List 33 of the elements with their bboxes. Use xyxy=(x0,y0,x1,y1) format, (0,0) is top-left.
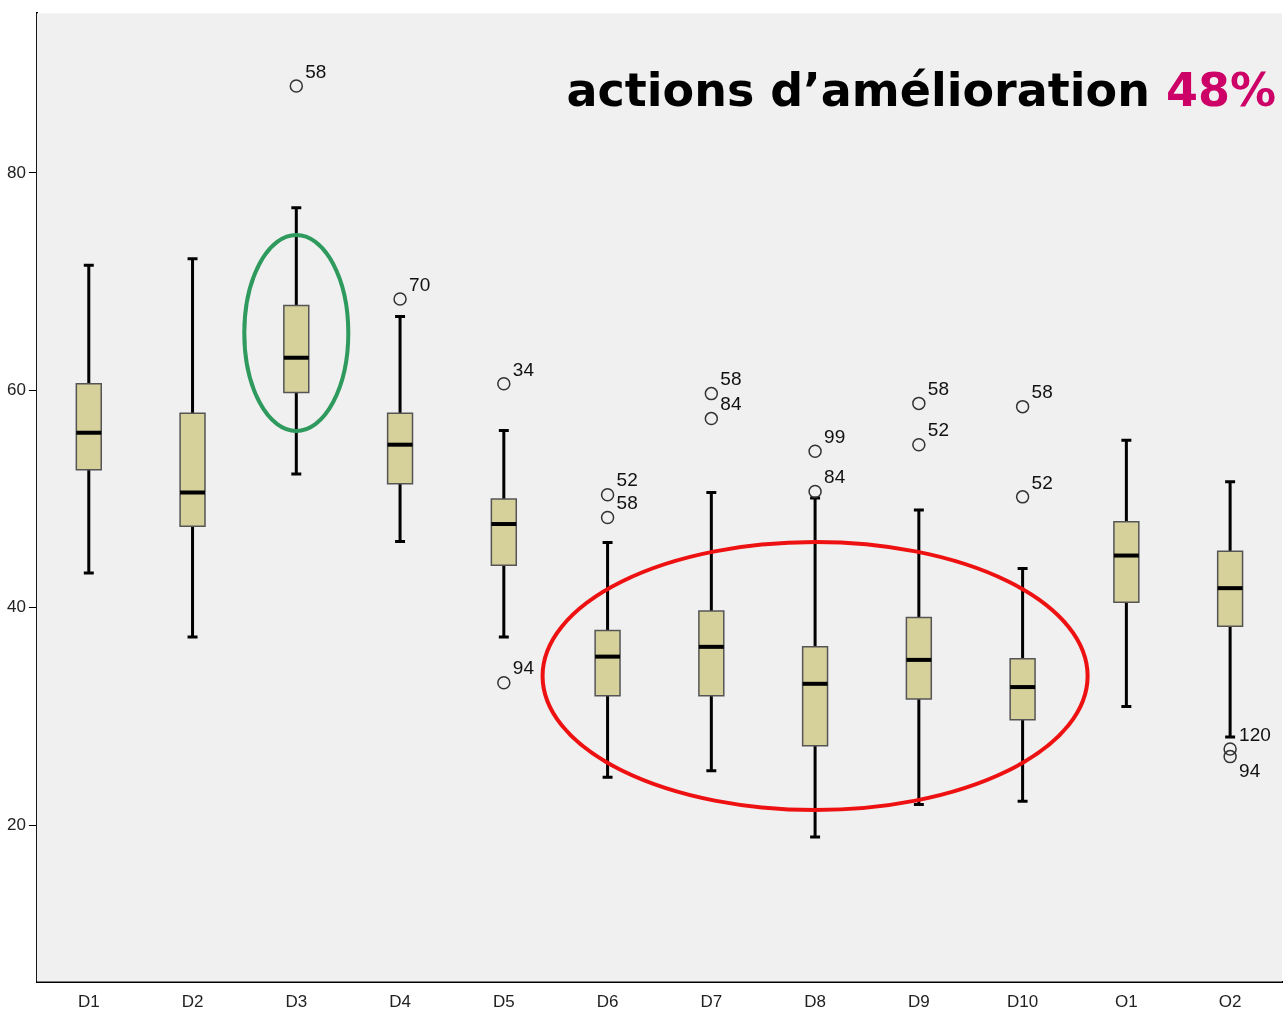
annotation: 58 xyxy=(305,60,327,82)
x-tick-label: D6 xyxy=(596,992,619,1012)
y-tick-label: 40 xyxy=(6,597,26,617)
annotation: 52 xyxy=(1031,471,1053,493)
x-tick-label: D2 xyxy=(181,992,204,1012)
annotation: 52 xyxy=(616,469,638,491)
annotation: 94 xyxy=(512,657,535,679)
x-tick-label: D4 xyxy=(389,992,411,1012)
y-tick-label: 60 xyxy=(6,380,26,400)
annotation: 94 xyxy=(1239,760,1261,782)
x-tick-label: D9 xyxy=(907,992,930,1012)
x-tick-label: D3 xyxy=(285,992,308,1012)
annotation: 58 xyxy=(1031,381,1053,403)
x-tick-label: D1 xyxy=(77,992,100,1012)
x-tick-label: O1 xyxy=(1115,992,1138,1012)
y-tick-label: 20 xyxy=(6,814,26,834)
annotation: 58 xyxy=(720,368,742,390)
annotation: 58 xyxy=(927,378,949,400)
x-tick-label: O2 xyxy=(1218,992,1242,1012)
annotation: 84 xyxy=(824,466,846,488)
text: actions d’amélioration 48% xyxy=(566,63,1277,117)
x-tick-label: D5 xyxy=(492,992,515,1012)
y-tick-label: 80 xyxy=(6,162,26,182)
annotation: 120 xyxy=(1239,723,1271,745)
annotation: 84 xyxy=(720,393,742,415)
annotation: 70 xyxy=(409,273,431,295)
annotation: 58 xyxy=(616,492,638,514)
x-tick-label: D10 xyxy=(1007,992,1039,1012)
annotation: 52 xyxy=(927,419,949,441)
annotation: 99 xyxy=(824,425,846,447)
x-tick-label: D8 xyxy=(804,992,826,1012)
x-tick-label: D7 xyxy=(700,992,723,1012)
annotation: 34 xyxy=(512,358,535,380)
